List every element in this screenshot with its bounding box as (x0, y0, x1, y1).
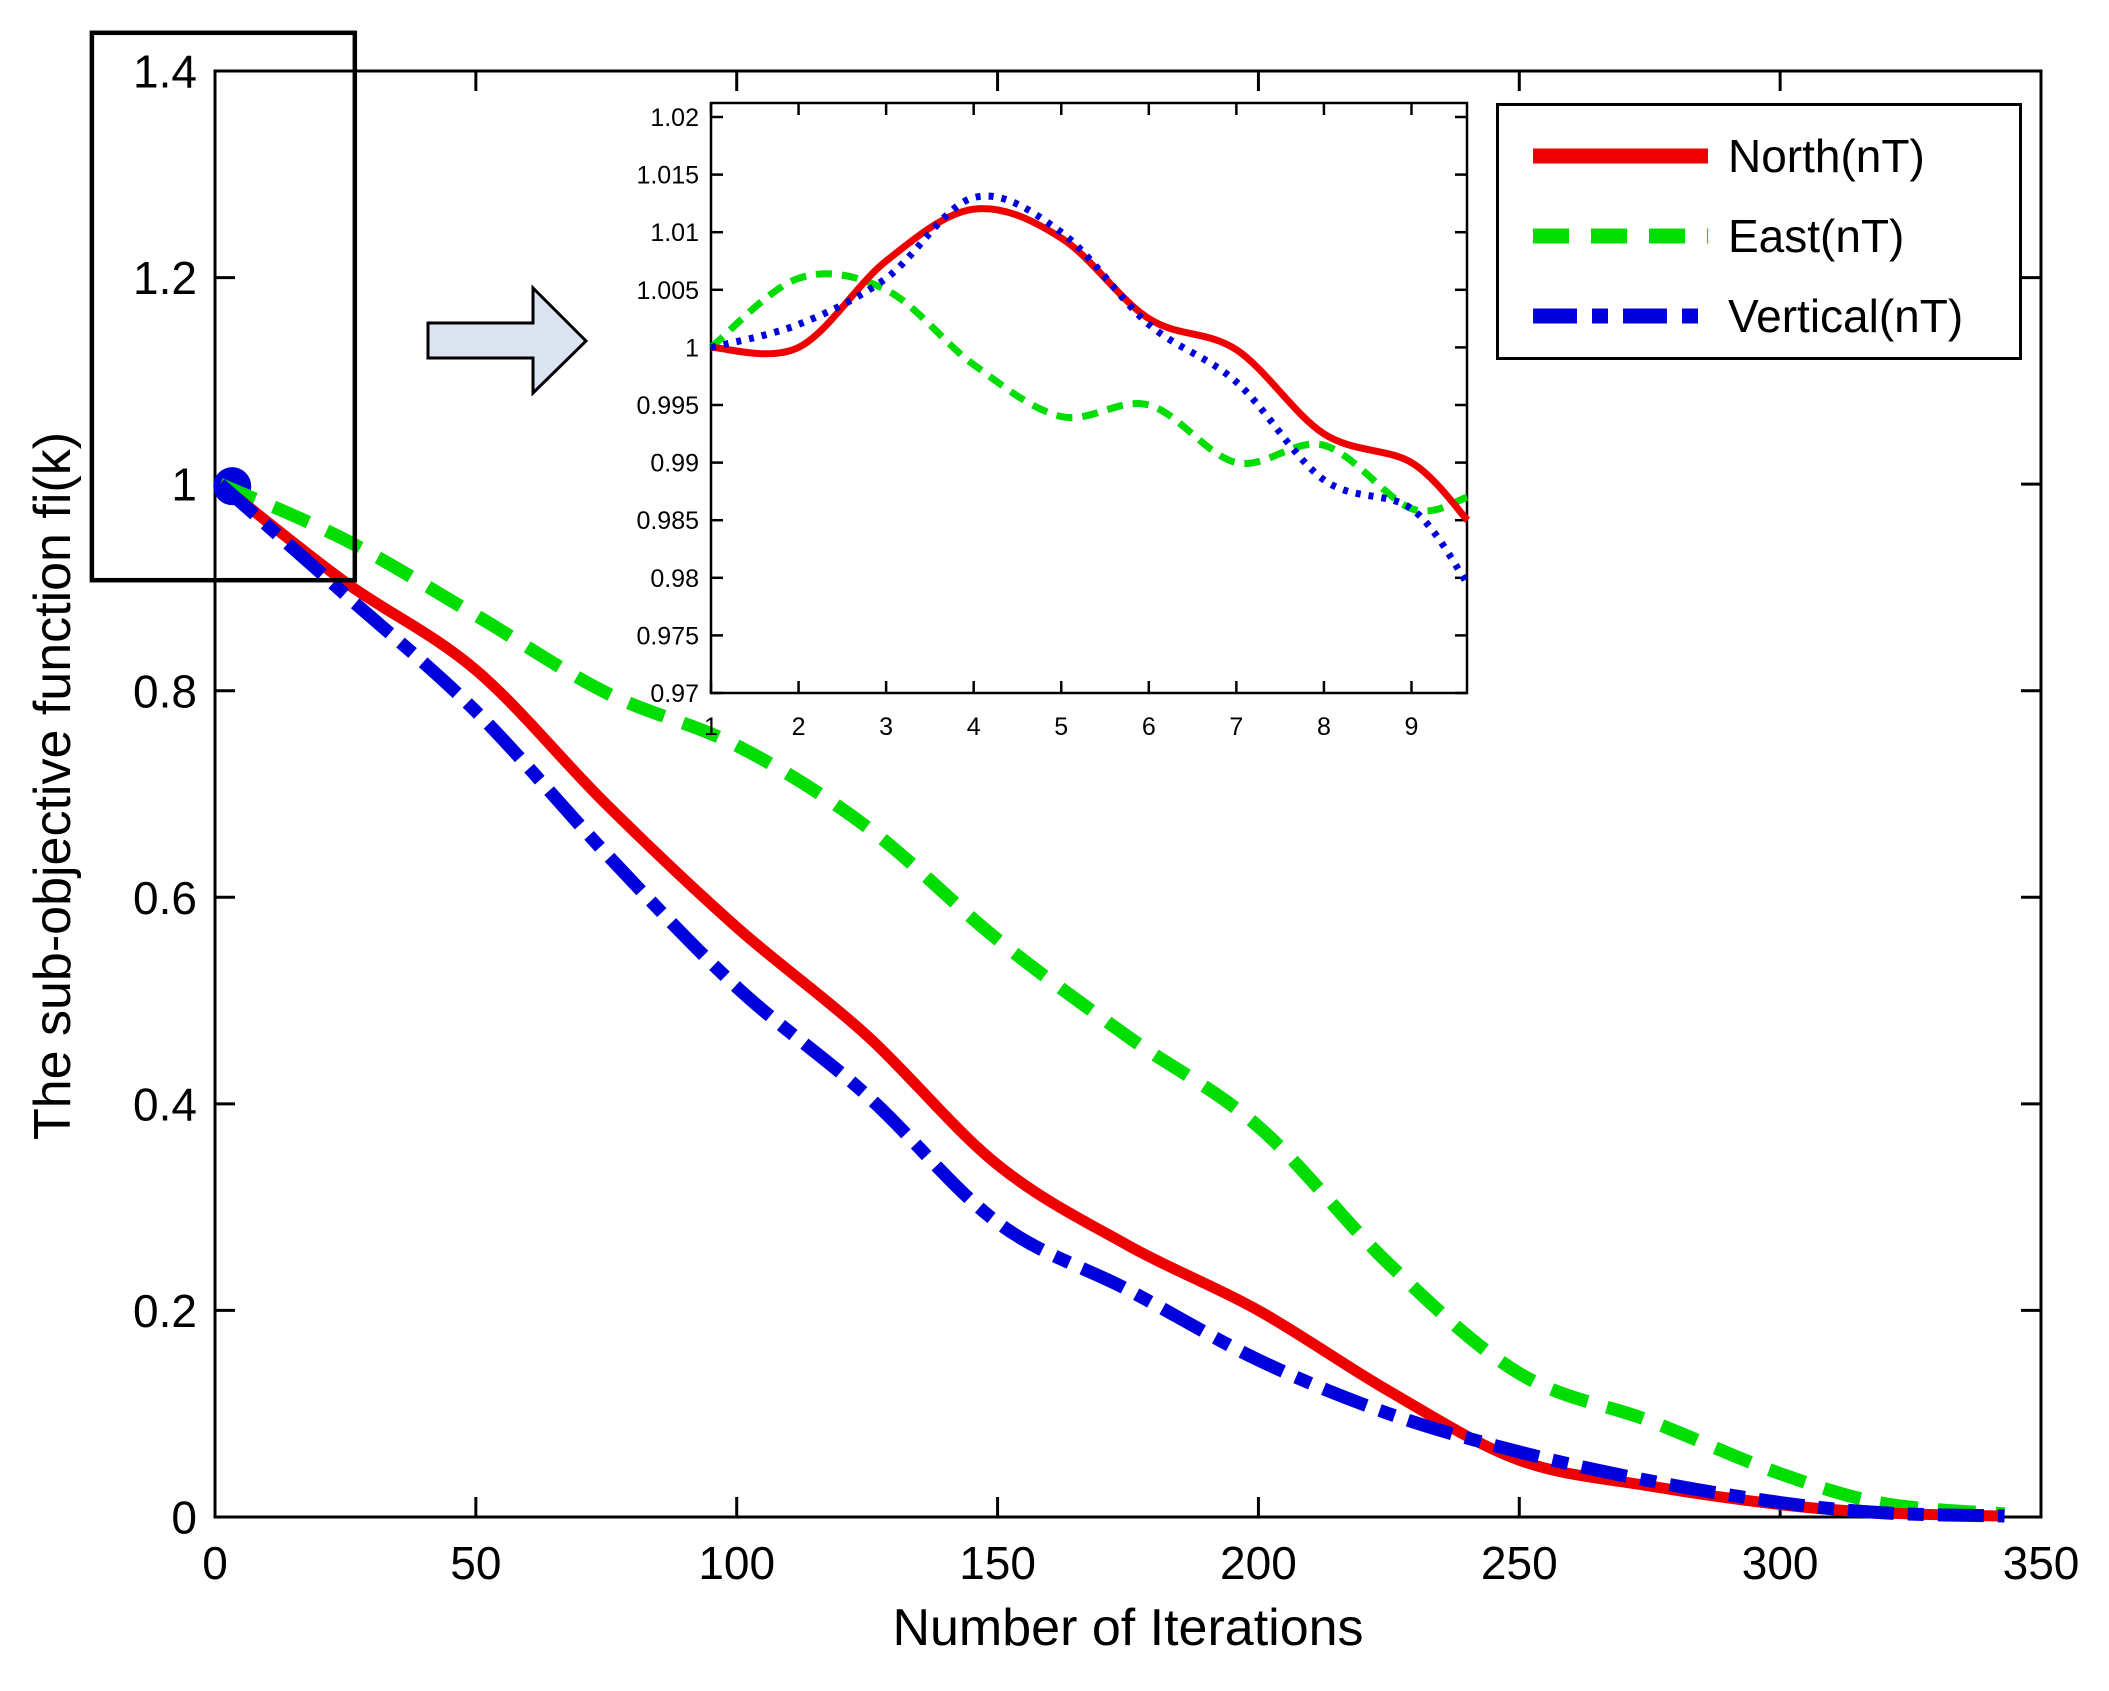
main-x-tick-label: 200 (1220, 1537, 1297, 1589)
zoom-region-rectangle (89, 30, 358, 583)
inset-y-tick-label: 0.995 (636, 392, 699, 420)
inset-y-tick-label: 1.015 (636, 162, 699, 190)
main-curve-east-nt (217, 478, 2006, 1521)
inset-curve-north-nt (710, 205, 1471, 523)
inset-y-tick-label: 0.98 (650, 565, 699, 593)
main-x-tick-label: 350 (2003, 1537, 2080, 1589)
main-y-tick-label: 0 (171, 1492, 197, 1544)
legend-label-east: East(nT) (1728, 210, 1905, 262)
legend-item-vertical: Vertical(nT) (1533, 276, 2019, 356)
main-y-tick-label: 0.8 (133, 665, 197, 717)
main-curve-vertical-nt (215, 479, 2005, 1523)
inset-x-tick-label: 8 (1317, 713, 1331, 741)
inset-x-tick-label: 2 (792, 713, 806, 741)
legend-line-vertical-icon (1533, 308, 1708, 324)
inset-y-tick-label: 1.02 (650, 104, 699, 132)
legend: North(nT) East(nT) Vertical(nT) (1496, 103, 2022, 360)
main-y-tick-label: 1.2 (133, 252, 197, 304)
main-y-tick-label: 0.4 (133, 1078, 197, 1130)
inset-y-tick-label: 1 (685, 334, 699, 362)
main-y-tick-label: 1 (171, 459, 197, 511)
legend-item-north: North(nT) (1533, 116, 2019, 196)
inset-x-tick-label: 3 (879, 713, 893, 741)
legend-line-north-icon (1533, 148, 1708, 164)
inset-x-tick-label: 7 (1229, 713, 1243, 741)
main-x-tick-label: 100 (698, 1537, 775, 1589)
y-axis-title: The sub-objective function fi(k) (24, 431, 82, 1141)
main-y-tick-label: 0.6 (133, 872, 197, 924)
inset-x-tick-label: 1 (704, 713, 718, 741)
legend-line-east-icon (1533, 228, 1708, 244)
inset-x-tick-label: 9 (1405, 713, 1419, 741)
inset-axes-box (709, 101, 1469, 695)
legend-label-north: North(nT) (1728, 130, 1925, 182)
zoom-arrow (426, 284, 589, 397)
main-y-tick-label: 1.4 (133, 46, 197, 98)
inset-y-tick-label: 0.99 (650, 450, 699, 478)
main-x-tick-label: 300 (1742, 1537, 1819, 1589)
main-x-tick-label: 50 (450, 1537, 501, 1589)
main-x-tick-label: 250 (1481, 1537, 1558, 1589)
legend-label-vertical: Vertical(nT) (1728, 290, 1964, 342)
inset-y-tick-label: 0.975 (636, 622, 699, 650)
inset-x-tick-label: 6 (1142, 713, 1156, 741)
inset-y-tick-label: 0.97 (650, 680, 699, 708)
inset-y-tick-label: 0.985 (636, 507, 699, 535)
x-axis-title: Number of Iterations (892, 1599, 1364, 1657)
main-x-tick-label: 150 (959, 1537, 1036, 1589)
legend-item-east: East(nT) (1533, 196, 2019, 276)
main-x-tick-label: 0 (202, 1537, 228, 1589)
inset-x-tick-label: 4 (967, 713, 981, 741)
inset-y-tick-label: 1.005 (636, 277, 699, 305)
main-y-tick-label: 0.2 (133, 1285, 197, 1337)
inset-x-tick-label: 5 (1054, 713, 1068, 741)
inset-y-tick-label: 1.01 (650, 219, 699, 247)
